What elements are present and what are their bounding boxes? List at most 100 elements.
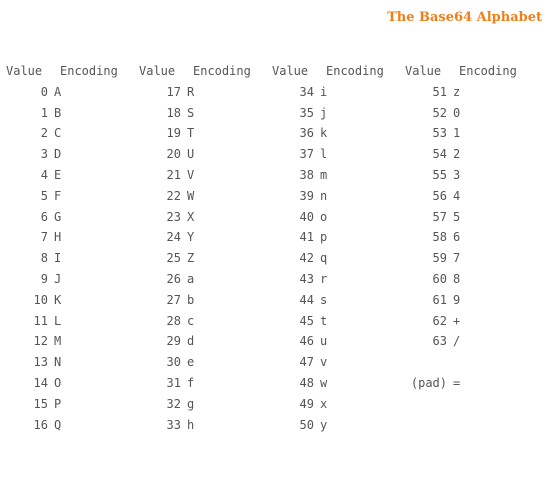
value-cell: 32: [166, 396, 181, 411]
value-cell: 27: [166, 292, 181, 307]
table-body: 0 A 17 R 34 i 51 z 1 B 18 S 35 j 52 0 2 C 19 T 36 k 53 1 3 D 20 U 37…: [6, 82, 538, 436]
column-header-encoding: Encoding: [60, 64, 118, 78]
value-cell: 56: [432, 188, 447, 203]
value-cell: 30: [166, 355, 181, 370]
value-cell: 20: [166, 147, 181, 162]
encoding-cell: z: [453, 84, 461, 99]
base64-alphabet-table: Value Encoding Value Encoding Value Enco…: [6, 61, 538, 435]
encoding-cell: X: [187, 209, 195, 224]
value-cell: 14: [33, 375, 48, 390]
value-cell: 11: [33, 313, 48, 328]
value-cell: 2: [40, 126, 48, 141]
value-cell: 7: [40, 230, 48, 245]
value-cell: [405, 394, 453, 415]
value-cell: 43: [299, 271, 314, 286]
table-row: 2 C 19 T 36 k 53 1: [6, 123, 538, 144]
encoding-cell: I: [54, 251, 62, 266]
value-cell: 41: [299, 230, 314, 245]
table-row: 16 Q 33 h 50 y: [6, 415, 538, 436]
encoding-cell: Y: [187, 230, 195, 245]
encoding-cell: a: [187, 271, 195, 286]
value-cell: 42: [299, 251, 314, 266]
value-cell: 60: [432, 271, 447, 286]
encoding-cell: O: [54, 375, 62, 390]
column-header-encoding: Encoding: [459, 64, 517, 78]
value-cell: 40: [299, 209, 314, 224]
value-cell: 49: [299, 396, 314, 411]
encoding-cell: L: [54, 313, 62, 328]
encoding-cell: p: [320, 230, 328, 245]
encoding-cell: d: [187, 334, 195, 349]
encoding-cell: g: [187, 396, 195, 411]
table-row: 14 O 31 f 48 w (pad) =: [6, 373, 538, 394]
encoding-cell: G: [54, 209, 62, 224]
encoding-cell: R: [187, 84, 195, 99]
value-cell: 3: [40, 147, 48, 162]
encoding-cell: U: [187, 147, 195, 162]
encoding-cell: F: [54, 188, 62, 203]
table-row: 11 L 28 c 45 t 62 +: [6, 311, 538, 332]
value-cell: 31: [166, 375, 181, 390]
value-cell: 4: [40, 167, 48, 182]
value-cell: 59: [432, 251, 447, 266]
value-cell: 10: [33, 292, 48, 307]
value-cell: 46: [299, 334, 314, 349]
value-cell: 6: [40, 209, 48, 224]
value-cell: 18: [166, 105, 181, 120]
value-cell: 51: [432, 84, 447, 99]
table-row: 5 F 22 W 39 n 56 4: [6, 186, 538, 207]
encoding-cell: [453, 415, 538, 436]
table-row: 0 A 17 R 34 i 51 z: [6, 82, 538, 103]
encoding-cell: 0: [453, 105, 461, 120]
encoding-cell: W: [187, 188, 195, 203]
value-cell: 39: [299, 188, 314, 203]
column-header-encoding: Encoding: [193, 64, 251, 78]
encoding-cell: 2: [453, 147, 461, 162]
encoding-cell: 3: [453, 167, 461, 182]
encoding-cell: M: [54, 334, 62, 349]
value-cell: 33: [166, 417, 181, 432]
value-cell: 53: [432, 126, 447, 141]
value-cell: 34: [299, 84, 314, 99]
value-cell: 37: [299, 147, 314, 162]
encoding-cell: =: [453, 375, 461, 390]
encoding-cell: +: [453, 313, 461, 328]
encoding-cell: J: [54, 271, 62, 286]
value-cell: 17: [166, 84, 181, 99]
column-header-value: Value: [272, 64, 309, 78]
encoding-cell: l: [320, 147, 328, 162]
encoding-cell: y: [320, 417, 328, 432]
header-row: Value Encoding Value Encoding Value Enco…: [6, 61, 538, 82]
value-cell: 54: [432, 147, 447, 162]
value-cell: (pad): [410, 375, 447, 390]
encoding-cell: T: [187, 126, 195, 141]
value-cell: 61: [432, 292, 447, 307]
value-cell: 12: [33, 334, 48, 349]
value-cell: 55: [432, 167, 447, 182]
column-header-value: Value: [139, 64, 176, 78]
value-cell: 13: [33, 355, 48, 370]
encoding-cell: v: [320, 355, 328, 370]
value-cell: 16: [33, 417, 48, 432]
table-row: 3 D 20 U 37 l 54 2: [6, 144, 538, 165]
encoding-cell: i: [320, 84, 328, 99]
value-cell: 24: [166, 230, 181, 245]
encoding-cell: q: [320, 251, 328, 266]
value-cell: 1: [40, 105, 48, 120]
encoding-cell: r: [320, 271, 328, 286]
encoding-cell: [453, 352, 538, 373]
encoding-cell: A: [54, 84, 62, 99]
encoding-cell: 9: [453, 292, 461, 307]
encoding-cell: s: [320, 292, 328, 307]
encoding-cell: w: [320, 375, 328, 390]
encoding-cell: f: [187, 375, 195, 390]
value-cell: 44: [299, 292, 314, 307]
value-cell: 5: [40, 188, 48, 203]
table-row: 8 I 25 Z 42 q 59 7: [6, 248, 538, 269]
value-cell: 63: [432, 334, 447, 349]
value-cell: 36: [299, 126, 314, 141]
table-row: 1 B 18 S 35 j 52 0: [6, 103, 538, 124]
value-cell: [405, 352, 453, 373]
value-cell: 25: [166, 251, 181, 266]
encoding-cell: 5: [453, 209, 461, 224]
